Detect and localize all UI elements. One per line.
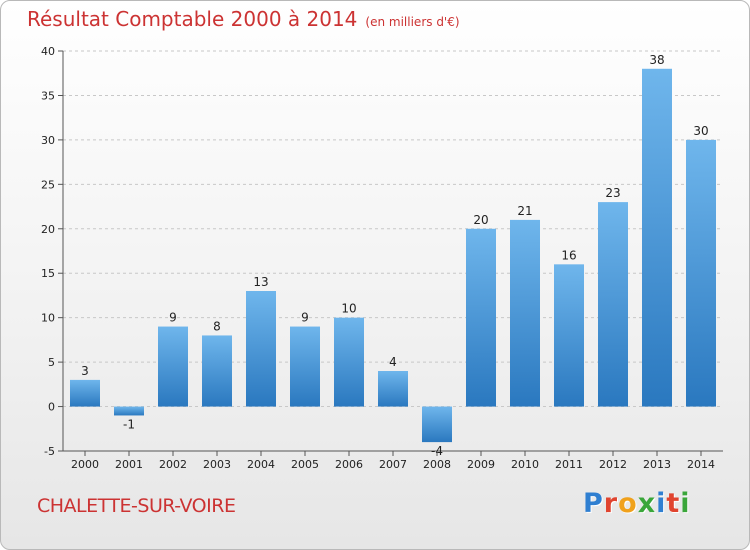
bar: [114, 406, 144, 416]
y-tick-label: 5: [48, 356, 55, 369]
x-tick-label: 2008: [423, 458, 451, 471]
bar: [422, 406, 452, 443]
y-tick-label: 10: [41, 312, 55, 325]
logo-letter: P: [583, 488, 604, 519]
bar: [334, 317, 364, 407]
y-tick-label: 15: [41, 267, 55, 280]
bar: [466, 228, 496, 407]
y-tick-label: 35: [41, 89, 55, 102]
commune-name: CHALETTE-SUR-VOIRE: [37, 495, 236, 517]
bar: [70, 379, 100, 407]
data-label: 20: [473, 213, 488, 227]
bar: [202, 335, 232, 407]
x-tick-label: 2004: [247, 458, 275, 471]
data-label: 8: [213, 319, 221, 333]
bar: [686, 139, 716, 407]
bar: [642, 68, 672, 407]
x-tick-label: 2007: [379, 458, 407, 471]
x-tick-label: 2003: [203, 458, 231, 471]
data-label: 13: [253, 275, 268, 289]
data-label: 23: [605, 186, 620, 200]
x-tick-label: 2000: [71, 458, 99, 471]
y-tick-label: 40: [41, 45, 55, 58]
y-tick-label: 30: [41, 134, 55, 147]
x-tick-label: 2002: [159, 458, 187, 471]
y-tick-label: -5: [44, 445, 55, 458]
x-tick-label: 2012: [599, 458, 627, 471]
logo-letter: o: [618, 488, 638, 519]
bar: [158, 326, 188, 407]
data-label: 4: [389, 355, 397, 369]
chart-subtitle: (en milliers d'€): [365, 15, 460, 29]
logo-letter: r: [603, 488, 619, 519]
x-tick-label: 2006: [335, 458, 363, 471]
logo-letter: t: [666, 488, 681, 519]
x-tick-label: 2013: [643, 458, 671, 471]
x-tick-label: 2011: [555, 458, 583, 471]
logo-letter: i: [680, 488, 691, 519]
bar: [290, 326, 320, 407]
bar: [246, 291, 276, 407]
bar: [510, 219, 540, 407]
data-label: 3: [81, 364, 89, 378]
x-tick-label: 2010: [511, 458, 539, 471]
data-label: 16: [561, 248, 576, 262]
y-tick-label: 20: [41, 223, 55, 236]
proxiti-logo: Proxiti: [583, 488, 691, 519]
data-label: 30: [693, 124, 708, 138]
logo-letter: x: [637, 488, 657, 519]
x-tick-label: 2005: [291, 458, 319, 471]
bar: [554, 264, 584, 407]
y-tick-label: 25: [41, 178, 55, 191]
data-label: -1: [123, 417, 135, 431]
data-label: 21: [517, 204, 532, 218]
x-tick-label: 2014: [687, 458, 715, 471]
x-tick-label: 2009: [467, 458, 495, 471]
x-tick-label: 2001: [115, 458, 143, 471]
y-tick-label: 0: [48, 401, 55, 414]
data-label: 9: [301, 311, 309, 325]
data-label: 38: [649, 53, 664, 67]
bar: [598, 202, 628, 407]
chart-title: Résultat Comptable 2000 à 2014 (en millie…: [27, 7, 460, 31]
chart-title-text: Résultat Comptable 2000 à 2014: [27, 7, 358, 31]
bar: [378, 371, 408, 407]
data-label: 9: [169, 311, 177, 325]
logo-letter: i: [656, 488, 667, 519]
data-label: 10: [341, 302, 356, 316]
